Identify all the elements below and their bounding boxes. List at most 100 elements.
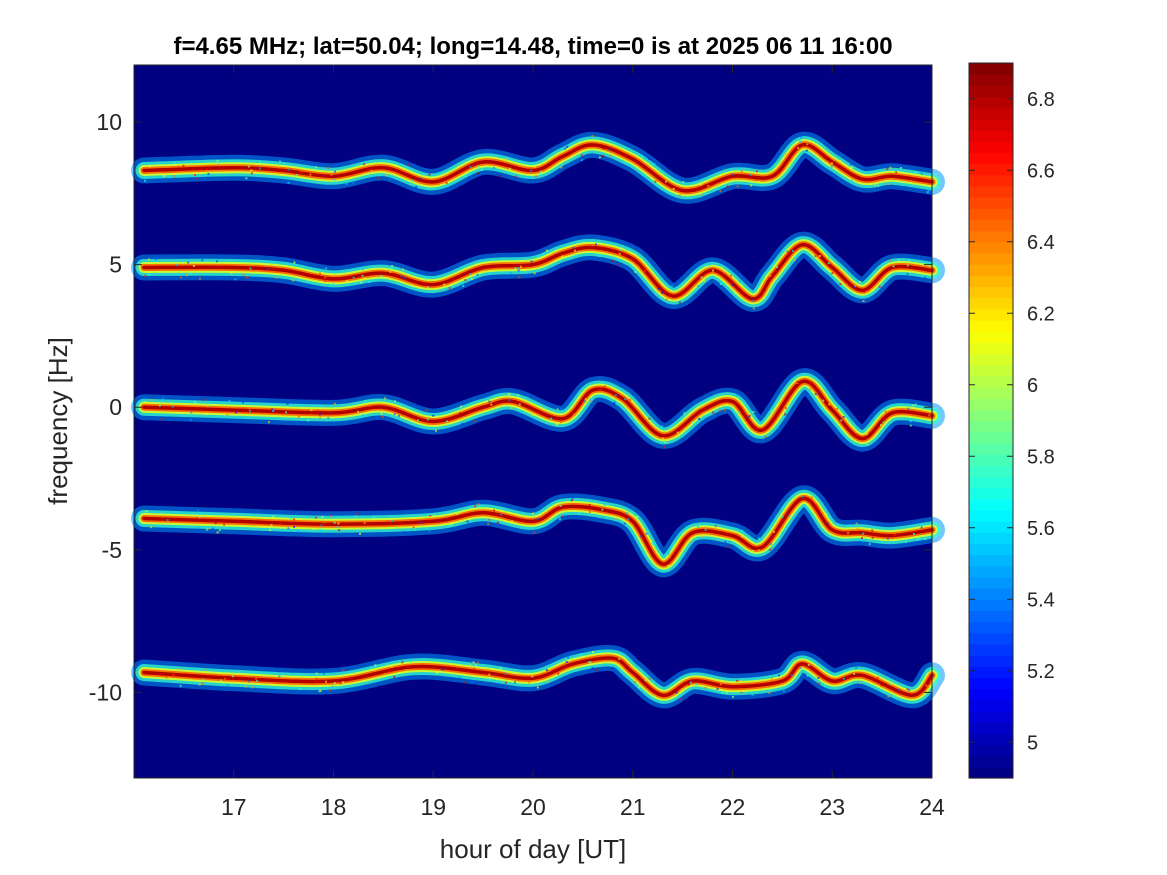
colorbar-step <box>969 509 1013 522</box>
trace-1-speckle <box>700 183 702 186</box>
trace-5-speckle <box>374 669 377 672</box>
y-tick-label: -5 <box>102 537 122 563</box>
trace-4-speckle <box>588 511 591 513</box>
trace-1-speckle <box>598 156 601 159</box>
trace-2-speckle <box>626 248 629 251</box>
colorbar-step <box>969 621 1013 634</box>
colorbar-step <box>969 163 1013 176</box>
trace-3-speckle <box>639 424 642 427</box>
trace-4-speckle <box>218 529 221 532</box>
trace-2-speckle <box>574 249 576 252</box>
trace-5-speckle <box>476 661 479 664</box>
trace-4-speckle <box>450 523 453 526</box>
trace-3-speckle <box>662 437 665 440</box>
trace-1-speckle <box>535 175 538 178</box>
trace-1-speckle <box>648 158 651 161</box>
trace-4-speckle <box>667 564 670 567</box>
trace-3-speckle <box>683 412 686 415</box>
trace-1-speckle <box>149 165 152 168</box>
colorbar-step <box>969 465 1013 477</box>
trace-3-speckle <box>840 419 843 422</box>
trace-3-speckle <box>268 421 270 424</box>
trace-5-speckle <box>595 668 598 671</box>
trace-2-speckle <box>853 285 855 288</box>
x-tick-label: 19 <box>420 794 446 820</box>
colorbar-step <box>969 308 1013 321</box>
trace-1-speckle <box>192 173 195 175</box>
trace-1-speckle <box>900 167 902 169</box>
trace-2-speckle <box>827 262 830 265</box>
trace-2-speckle <box>324 280 327 283</box>
trace-1-speckle <box>682 180 685 183</box>
trace-1-speckle <box>889 166 892 169</box>
trace-2-speckle <box>738 280 741 283</box>
colorbar-step <box>969 364 1013 377</box>
colorbar-ticks: 6.8 6.6 6.4 6.2 6 5.8 5.6 5.4 5.2 5 <box>969 89 1055 754</box>
trace-2-speckle <box>144 274 147 277</box>
trace-2-speckle <box>712 269 714 272</box>
colorbar: 6.8 6.6 6.4 6.2 6 5.8 5.6 5.4 5.2 5 <box>968 62 1055 779</box>
colorbar-step <box>969 643 1013 656</box>
trace-5-speckle <box>908 689 911 691</box>
trace-5-speckle <box>887 695 890 698</box>
trace-3-speckle <box>555 423 558 426</box>
trace-5-speckle <box>342 669 345 672</box>
trace-2-speckle <box>906 272 909 275</box>
trace-1-speckle <box>926 191 929 194</box>
trace-5-speckle <box>790 674 793 677</box>
trace-5-speckle <box>897 688 900 691</box>
trace-4-speckle <box>432 514 435 517</box>
trace-5-speckle <box>251 686 253 689</box>
trace-4-band-5 <box>142 496 934 566</box>
trace-4-speckle <box>321 515 324 518</box>
trace-2-speckle <box>719 283 722 285</box>
trace-4-speckle <box>355 515 358 518</box>
trace-5-speckle <box>858 681 861 684</box>
trace-4-speckle <box>627 518 630 520</box>
colorbar-step <box>969 677 1013 690</box>
colorbar-step <box>969 174 1013 187</box>
trace-3-speckle <box>735 394 738 397</box>
trace-2-speckle <box>697 285 700 287</box>
trace-1-speckle <box>493 166 496 169</box>
trace-5-speckle <box>587 661 590 663</box>
trace-5-speckle <box>589 661 592 664</box>
trace-4-speckle <box>197 526 200 529</box>
trace-4-speckle <box>578 512 581 515</box>
trace-3-speckle <box>809 388 812 391</box>
trace-2-speckle <box>862 300 865 302</box>
trace-1-speckle <box>247 165 250 168</box>
trace-1-speckle <box>756 170 758 173</box>
trace-3-speckle <box>629 398 632 401</box>
trace-3-speckle <box>584 400 586 403</box>
trace-1-speckle <box>173 175 176 178</box>
trace-2-speckle <box>729 274 732 277</box>
trace-2-speckle <box>538 256 541 259</box>
trace-2-speckle <box>871 289 874 292</box>
trace-2-speckle <box>427 286 429 289</box>
trace-3-speckle <box>508 399 511 402</box>
trace-2-speckle <box>189 271 192 274</box>
trace-5-speckle <box>472 661 475 664</box>
colorbar-step <box>969 655 1013 667</box>
trace-2-speckle <box>793 259 796 262</box>
trace-3-speckle <box>363 412 366 415</box>
x-tick-label: 17 <box>221 794 247 820</box>
trace-4-speckle <box>166 519 169 522</box>
trace-3-speckle <box>782 416 785 418</box>
trace-4-speckle <box>336 526 339 529</box>
trace-3-speckle <box>380 412 383 415</box>
trace-1-speckle <box>287 168 290 171</box>
colorbar-step <box>969 208 1013 220</box>
trace-3-speckle <box>158 404 161 407</box>
trace-2-speckle <box>514 267 517 270</box>
trace-2-speckle <box>249 267 252 270</box>
trace-2-speckle <box>402 268 405 271</box>
trace-4-speckle <box>413 527 416 530</box>
trace-2-speckle <box>909 270 912 273</box>
trace-1-speckle <box>602 154 604 157</box>
colorbar-step <box>969 487 1013 500</box>
trace-4-speckle <box>493 509 496 512</box>
trace-2-speckle <box>572 254 575 256</box>
trace-2-speckle <box>265 267 268 270</box>
